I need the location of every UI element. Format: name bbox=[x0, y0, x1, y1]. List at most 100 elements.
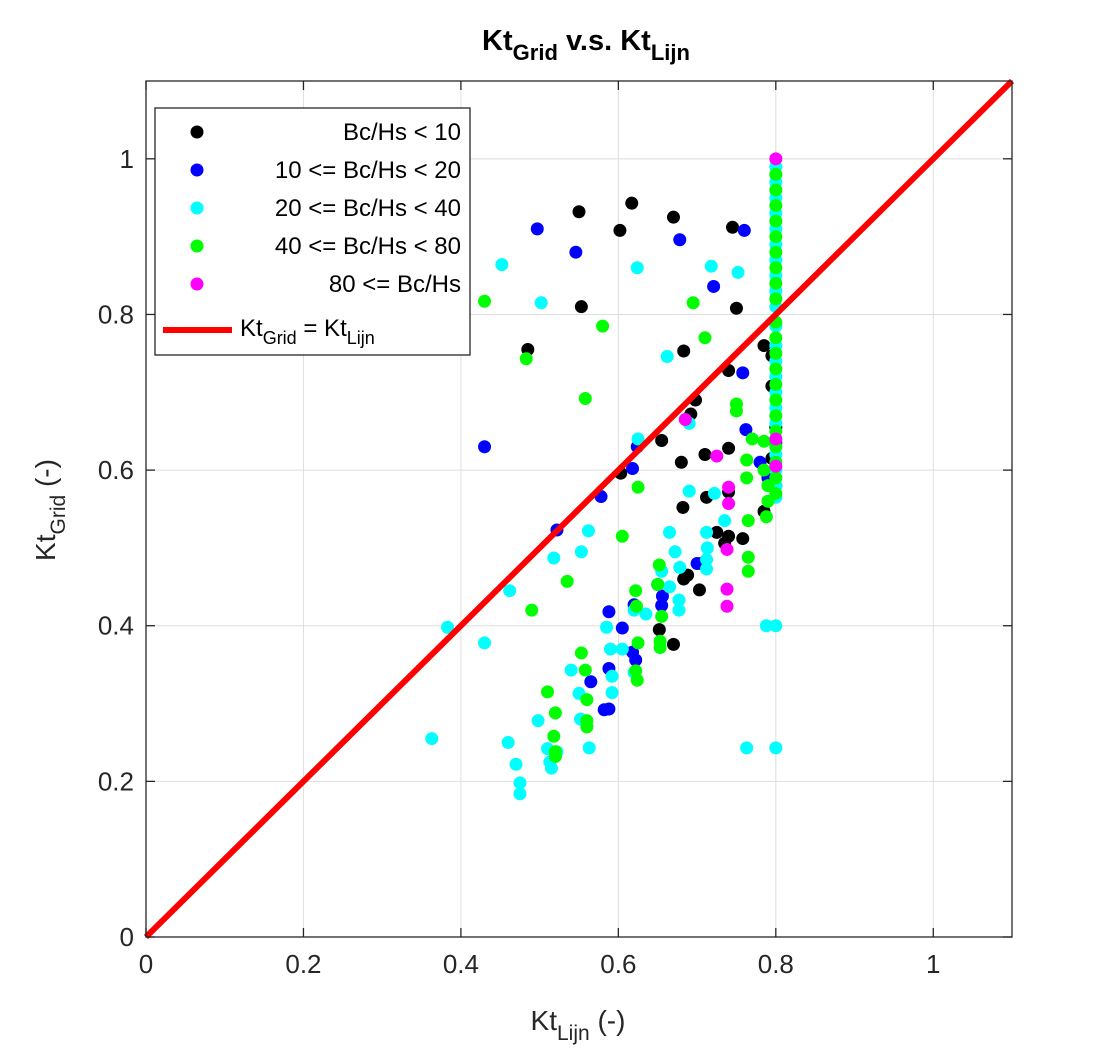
scatter-point bbox=[698, 331, 712, 345]
scatter-point bbox=[759, 619, 773, 633]
scatter-point bbox=[581, 524, 595, 538]
scatter-point bbox=[741, 564, 755, 578]
scatter-point bbox=[769, 152, 783, 166]
scatter-point bbox=[707, 486, 721, 500]
scatter-point bbox=[677, 572, 691, 586]
scatter-point bbox=[630, 673, 644, 687]
scatter-point bbox=[478, 636, 492, 650]
scatter-point bbox=[425, 732, 439, 746]
legend-reference-line-label: KtGrid = KtLijn bbox=[240, 315, 375, 348]
y-tick-label: 0.4 bbox=[98, 611, 134, 641]
scatter-point bbox=[769, 230, 783, 244]
scatter-point bbox=[582, 741, 596, 755]
scatter-point bbox=[513, 787, 527, 801]
scatter-point bbox=[740, 471, 754, 485]
scatter-point bbox=[655, 434, 669, 448]
scatter-point bbox=[501, 735, 515, 749]
scatter-point bbox=[726, 220, 740, 234]
scatter-point bbox=[731, 265, 745, 279]
scatter-point bbox=[722, 497, 736, 511]
data-points bbox=[425, 152, 783, 801]
scatter-point bbox=[509, 757, 523, 771]
legend-marker-4 bbox=[190, 277, 204, 291]
x-tick-label: 0 bbox=[139, 949, 153, 979]
scatter-point bbox=[626, 462, 640, 476]
scatter-point bbox=[769, 346, 783, 360]
scatter-point bbox=[655, 589, 669, 603]
scatter-point bbox=[769, 409, 783, 423]
scatter-point bbox=[736, 532, 750, 546]
chart-title: KtGrid v.s. KtLijn bbox=[482, 25, 690, 65]
x-axis-label: KtLijn (-) bbox=[531, 1005, 626, 1045]
scatter-point bbox=[655, 609, 669, 623]
scatter-point bbox=[757, 339, 771, 353]
x-tick-label: 0.6 bbox=[600, 949, 636, 979]
scatter-point bbox=[759, 510, 773, 524]
y-axis-label: KtGrid (-) bbox=[30, 459, 70, 561]
scatter-point bbox=[741, 550, 755, 564]
scatter-point bbox=[707, 279, 721, 293]
scatter-point bbox=[769, 471, 783, 485]
scatter-point bbox=[769, 261, 783, 275]
scatter-point bbox=[572, 205, 586, 219]
scatter-point bbox=[710, 449, 724, 463]
scatter-point bbox=[584, 675, 598, 689]
scatter-point bbox=[574, 545, 588, 559]
scatter-point bbox=[569, 245, 583, 259]
scatter-point bbox=[700, 541, 714, 555]
scatter-point bbox=[678, 413, 692, 427]
scatter-point bbox=[720, 582, 734, 596]
scatter-point bbox=[769, 486, 783, 500]
scatter-point bbox=[652, 623, 666, 637]
scatter-point bbox=[541, 685, 555, 699]
scatter-point bbox=[769, 199, 783, 213]
x-axis-ticks: 0 0.2 0.4 0.6 0.8 1 bbox=[139, 81, 941, 979]
scatter-point bbox=[602, 605, 616, 619]
scatter-point bbox=[596, 319, 610, 333]
scatter-point bbox=[663, 580, 677, 594]
scatter-point bbox=[615, 621, 629, 635]
scatter-point bbox=[580, 720, 594, 734]
scatter-point bbox=[737, 223, 751, 237]
legend-marker-0 bbox=[190, 125, 204, 139]
legend-marker-3 bbox=[190, 239, 204, 253]
y-tick-label: 0 bbox=[120, 922, 134, 952]
scatter-point bbox=[666, 637, 680, 651]
series-4 bbox=[678, 152, 783, 613]
scatter-point bbox=[652, 558, 666, 572]
scatter-point bbox=[531, 714, 545, 728]
scatter-point bbox=[729, 404, 743, 418]
scatter-point bbox=[548, 749, 562, 763]
scatter-point bbox=[603, 642, 617, 656]
scatter-point bbox=[631, 636, 645, 650]
scatter-point bbox=[757, 463, 771, 477]
scatter-point bbox=[676, 500, 690, 514]
scatter-point bbox=[530, 222, 544, 236]
scatter-point bbox=[547, 551, 561, 565]
y-tick-label: 1 bbox=[120, 144, 134, 174]
scatter-point bbox=[653, 641, 667, 655]
scatter-point bbox=[668, 545, 682, 559]
scatter-point bbox=[720, 599, 734, 613]
scatter-point bbox=[513, 776, 527, 790]
scatter-point bbox=[700, 562, 714, 576]
scatter-point bbox=[757, 434, 771, 448]
scatter-point bbox=[769, 167, 783, 181]
scatter-point bbox=[673, 560, 687, 574]
scatter-point bbox=[741, 514, 755, 528]
scatter-point bbox=[600, 620, 614, 634]
scatter-point bbox=[605, 686, 619, 700]
scatter-point bbox=[578, 391, 592, 405]
scatter-point bbox=[578, 663, 592, 677]
scatter-point bbox=[672, 603, 686, 617]
scatter-point bbox=[629, 653, 643, 667]
scatter-point bbox=[615, 642, 629, 656]
scatter-point bbox=[769, 183, 783, 197]
scatter-point bbox=[639, 607, 653, 621]
scatter-point bbox=[629, 599, 643, 613]
scatter-point bbox=[672, 593, 686, 607]
scatter-point bbox=[625, 196, 639, 210]
scatter-point bbox=[710, 525, 724, 539]
reference-line bbox=[143, 78, 1015, 940]
